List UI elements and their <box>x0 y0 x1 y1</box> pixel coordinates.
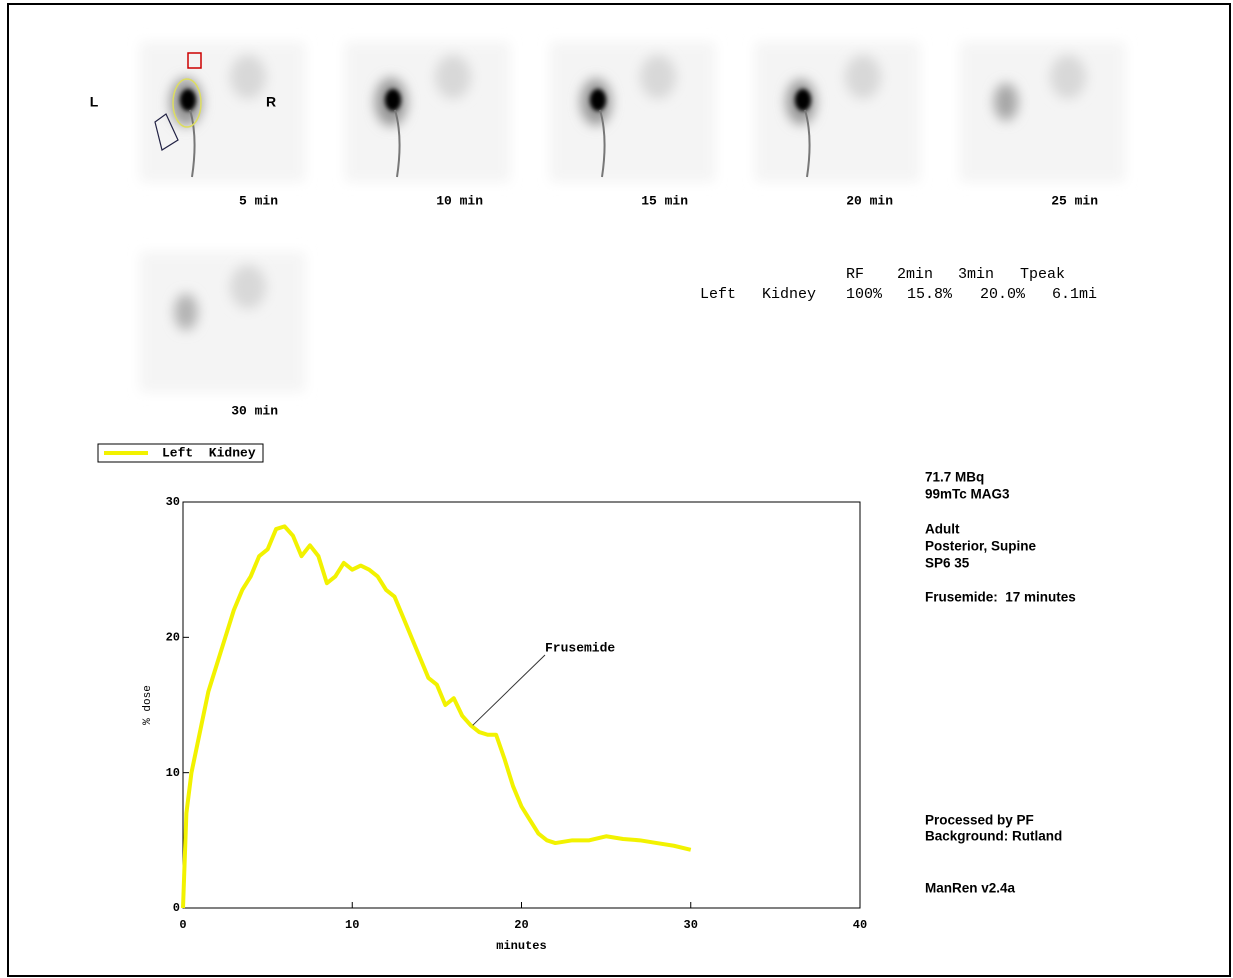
kidney-uptake <box>994 83 1018 121</box>
scan-image <box>960 42 1125 182</box>
orientation-left: L <box>90 94 99 110</box>
table-cell: Left <box>700 286 736 303</box>
info-text: Background: Rutland <box>925 829 1062 844</box>
scan-background <box>550 42 715 182</box>
scan-background <box>960 42 1125 182</box>
frame-label: 25 min <box>1051 193 1098 208</box>
info-text: Posterior, Supine <box>925 539 1037 554</box>
legend-label: Left Kidney <box>162 445 256 460</box>
y-axis-label: % dose <box>142 685 154 725</box>
table-header: RF <box>846 266 864 283</box>
plot-frame <box>183 502 860 908</box>
x-tick-label: 0 <box>179 918 186 932</box>
kidney-core <box>180 89 196 111</box>
info-text: SP6 35 <box>925 556 970 571</box>
x-tick-label: 30 <box>684 918 698 932</box>
table-header: 2min <box>897 266 933 283</box>
kidney-core <box>385 89 401 111</box>
scan-image <box>550 42 715 182</box>
y-tick-label: 20 <box>166 631 180 645</box>
spleen-uptake <box>435 55 471 99</box>
x-tick-label: 40 <box>853 918 867 932</box>
spleen-uptake <box>640 55 676 99</box>
y-tick-label: 30 <box>166 495 180 509</box>
scan-image <box>140 42 305 182</box>
table-cell: 20.0% <box>980 286 1026 303</box>
table-cell: 6.1mi <box>1052 286 1097 303</box>
info-text: Adult <box>925 522 960 537</box>
scan-image <box>140 252 305 392</box>
scan-image <box>345 42 510 182</box>
table-header: Tpeak <box>1020 266 1065 283</box>
annotation-text: Frusemide <box>545 640 615 655</box>
x-axis-label: minutes <box>496 939 546 953</box>
scan-background <box>140 252 305 392</box>
info-text: ManRen v2.4a <box>925 881 1016 896</box>
x-tick-label: 20 <box>514 918 528 932</box>
y-tick-label: 10 <box>166 766 180 780</box>
spleen-uptake <box>230 55 266 99</box>
kidney-uptake <box>174 294 198 331</box>
frame-label: 30 min <box>231 403 278 418</box>
scan-background <box>345 42 510 182</box>
page: 5 min 10 min 15 min 20 min 25 min 30 min L R RF 2… <box>0 0 1233 978</box>
scan-background <box>755 42 920 182</box>
table-header: 3min <box>958 266 994 283</box>
info-text: Processed by PF <box>925 813 1034 828</box>
table-cell: 100% <box>846 286 883 303</box>
info-text: 99mTc MAG3 <box>925 487 1010 502</box>
y-tick-label: 0 <box>173 901 180 915</box>
spleen-uptake <box>230 265 266 309</box>
scan-background <box>140 42 305 182</box>
kidney-core <box>590 89 606 111</box>
frame-label: 10 min <box>436 193 483 208</box>
info-text: Frusemide: 17 minutes <box>925 590 1076 605</box>
spleen-uptake <box>845 55 881 99</box>
data-line <box>183 526 691 908</box>
frame-label: 15 min <box>641 193 688 208</box>
scan-image <box>755 42 920 182</box>
x-tick-label: 10 <box>345 918 359 932</box>
annotation-leader <box>473 655 545 725</box>
table-cell: 15.8% <box>907 286 953 303</box>
spleen-uptake <box>1050 55 1086 99</box>
orientation-right: R <box>266 94 276 110</box>
info-text: 71.7 MBq <box>925 470 984 485</box>
kidney-core <box>795 89 811 111</box>
frame-label: 5 min <box>239 193 278 208</box>
frame-label: 20 min <box>846 193 893 208</box>
table-cell: Kidney <box>762 286 816 303</box>
